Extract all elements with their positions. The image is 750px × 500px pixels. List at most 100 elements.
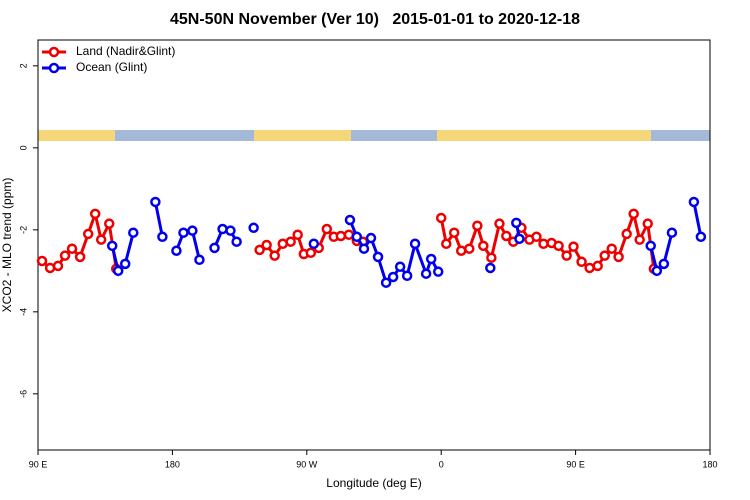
data-point (561, 250, 572, 261)
data-point (365, 232, 377, 244)
x-tick-label: 180 (165, 459, 180, 469)
x-tick-label: 0 (439, 459, 444, 469)
x-tick-label: 90 E (566, 459, 585, 469)
data-point (634, 234, 645, 245)
data-point (351, 231, 363, 243)
data-point (448, 227, 460, 238)
data-point (308, 238, 320, 250)
data-point (568, 241, 579, 252)
data-point (494, 218, 505, 229)
data-point (651, 265, 663, 277)
data-point (628, 208, 639, 220)
data-point (106, 240, 118, 252)
data-point (394, 261, 406, 272)
data-point (150, 196, 161, 208)
data-point (486, 252, 497, 263)
y-tick-label: -6 (18, 390, 28, 398)
legend-swatch-point (48, 62, 60, 74)
data-point (455, 245, 467, 256)
data-point (472, 220, 483, 231)
data-point (321, 223, 333, 235)
x-tick-label: 90 W (296, 459, 318, 469)
data-point (621, 228, 632, 240)
data-point (119, 258, 131, 270)
data-point (261, 239, 272, 251)
legend-label: Ocean (Glint) (76, 60, 147, 74)
data-point (485, 262, 496, 274)
data-point (209, 242, 220, 254)
data-point (387, 271, 399, 283)
data-point (335, 230, 347, 242)
data-point (645, 240, 656, 252)
data-point (584, 262, 595, 274)
data-point (478, 240, 489, 252)
y-tick-label: -4 (18, 308, 28, 316)
data-point (36, 255, 48, 267)
data-point (553, 240, 564, 252)
data-point (435, 212, 447, 224)
data-point (95, 234, 107, 245)
data-point (225, 225, 236, 236)
data-point (171, 245, 182, 256)
data-point (409, 238, 421, 250)
legend-swatch-point (48, 46, 60, 58)
data-point (420, 268, 432, 279)
data-point (231, 236, 242, 247)
data-point (112, 265, 124, 277)
y-axis-title: XCO2 - MLO trend (ppm) (0, 178, 14, 313)
data-point (254, 244, 265, 256)
y-tick-label: 2 (18, 63, 28, 68)
data-point (613, 251, 624, 263)
data-point (531, 231, 542, 243)
data-point (538, 238, 549, 250)
chart-title: 45N-50N November (Ver 10) 2015-01-01 to … (170, 11, 580, 28)
data-point (89, 208, 101, 220)
data-point (269, 250, 280, 261)
x-tick-label: 180 (702, 459, 717, 469)
data-point (688, 196, 700, 208)
data-point (194, 254, 205, 266)
data-point (606, 243, 617, 254)
land-band (254, 130, 351, 141)
plot-frame (37, 39, 711, 451)
data-point (501, 230, 512, 242)
data-point (103, 218, 115, 229)
data-point (464, 243, 475, 254)
data-point (511, 217, 522, 229)
data-point (285, 236, 296, 247)
data-point (52, 260, 64, 272)
data-point (666, 227, 678, 238)
legend-label: Land (Nadir&Glint) (76, 44, 175, 58)
data-point (187, 225, 198, 236)
data-point (642, 218, 653, 229)
data-point (305, 247, 317, 259)
y-tick-label: 0 (18, 145, 28, 150)
data-point (344, 214, 356, 226)
data-point (292, 229, 303, 240)
data-point (248, 222, 259, 234)
data-point (658, 258, 670, 270)
data-point (372, 251, 384, 263)
land-band (38, 130, 115, 141)
ocean-band (38, 130, 710, 141)
land-ocean-strip (38, 130, 710, 141)
data-point (514, 233, 525, 245)
data-point (576, 256, 587, 268)
data-point (441, 238, 452, 250)
data-point (82, 228, 94, 240)
data-point (66, 243, 78, 254)
land-band (437, 130, 651, 141)
data-point (695, 231, 707, 243)
data-point (157, 231, 168, 243)
x-tick-label: 90 E (29, 459, 48, 469)
data-point (74, 251, 86, 263)
data-point (380, 277, 392, 288)
data-point (358, 243, 370, 254)
data-point (592, 260, 603, 272)
data-point (599, 250, 610, 261)
data-point (401, 270, 413, 281)
y-tick-label: -2 (18, 226, 28, 234)
data-point (178, 227, 189, 238)
data-point (128, 227, 139, 238)
